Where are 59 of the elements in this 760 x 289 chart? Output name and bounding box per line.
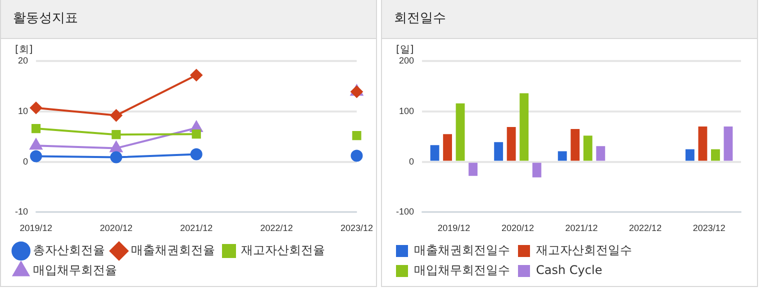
legend-label: 재고자산회전율 — [241, 243, 325, 258]
legend-label: 총자산회전율 — [33, 243, 105, 258]
point — [112, 130, 121, 140]
bar — [724, 126, 733, 161]
x-tick-label: 2023/12 — [340, 223, 374, 234]
legend-label: 재고자산회전일수 — [536, 243, 632, 258]
x-tick-label: 2020/12 — [100, 223, 132, 234]
y-axis-title: [회] — [15, 44, 33, 56]
y-tick-label: 10 — [18, 106, 28, 116]
y-tick-label: 0 — [22, 156, 28, 166]
y-tick-label: -10 — [14, 206, 28, 217]
point — [110, 109, 122, 122]
point — [352, 131, 362, 140]
bar — [520, 93, 529, 161]
point — [30, 138, 42, 150]
point — [350, 150, 363, 162]
bar — [506, 127, 516, 161]
point — [110, 141, 122, 152]
bar — [685, 149, 694, 161]
point — [30, 102, 42, 114]
bar — [711, 149, 720, 161]
bar — [456, 103, 465, 161]
bar — [583, 136, 592, 161]
chart-title: 활동성지표 — [1, 0, 376, 39]
x-tick-label: 2022/12 — [260, 223, 293, 234]
point — [192, 130, 201, 139]
bar — [494, 142, 504, 161]
chart-title: 회전일수 — [382, 0, 757, 39]
y-tick-label: 200 — [398, 55, 414, 66]
y-tick-label: 0 — [409, 156, 414, 166]
y-tick-label: -100 — [396, 206, 414, 217]
bar — [558, 151, 567, 161]
point — [190, 69, 202, 82]
point — [30, 150, 42, 162]
x-tick-label: 2023/12 — [692, 223, 726, 234]
legend-label: 매입채무회전율 — [33, 263, 117, 278]
x-tick-label: 2021/12 — [180, 223, 213, 234]
legend-label: 매출채권회전율 — [131, 243, 215, 258]
bar — [596, 146, 606, 161]
legend-label: 매입채무회전일수 — [414, 263, 510, 278]
y-axis-title: [일] — [396, 44, 414, 56]
bar — [532, 162, 542, 178]
legend-label: Cash Cycle — [536, 263, 602, 278]
bar — [468, 162, 478, 176]
bar — [570, 129, 580, 161]
bar — [698, 126, 708, 161]
legend-label: 매출채권회전일수 — [414, 243, 510, 258]
x-tick-label: 2019/12 — [20, 223, 52, 234]
x-tick-label: 2022/12 — [629, 223, 662, 234]
bar — [430, 145, 440, 161]
x-tick-label: 2021/12 — [565, 223, 598, 234]
y-tick-label: 100 — [398, 106, 414, 116]
bar — [443, 134, 452, 161]
y-tick-label: 20 — [18, 55, 28, 66]
point — [31, 124, 41, 134]
point — [110, 151, 122, 164]
point — [190, 148, 202, 160]
x-tick-label: 2020/12 — [501, 223, 534, 234]
x-tick-label: 2019/12 — [438, 223, 470, 234]
